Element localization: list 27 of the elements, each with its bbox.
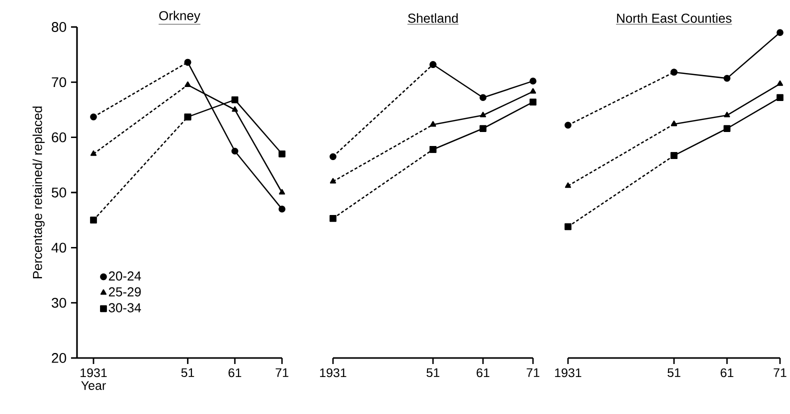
y-tick-label: 70 bbox=[52, 77, 66, 88]
x-tick-label: 51 bbox=[668, 368, 680, 378]
x-tick-label: 71 bbox=[774, 368, 786, 377]
x-tick-label: 61 bbox=[476, 368, 490, 378]
x-axis-title: Year bbox=[81, 381, 106, 390]
y-tick-label: 20 bbox=[52, 353, 66, 363]
x-tick-label: 1931 bbox=[320, 368, 346, 378]
x-tick-label: 51 bbox=[181, 368, 194, 378]
x-tick-label: 61 bbox=[228, 368, 242, 378]
y-tick-label: 40 bbox=[51, 242, 66, 253]
y-tick-label: 30 bbox=[52, 298, 66, 308]
x-tick-label: 1931 bbox=[555, 368, 582, 378]
x-tick-label: 71 bbox=[276, 368, 288, 377]
x-tick-label: 61 bbox=[720, 368, 734, 378]
x-tick-label: 71 bbox=[526, 368, 540, 377]
x-tick-label: 1931 bbox=[80, 368, 107, 378]
legend-label: 25-29 bbox=[108, 287, 141, 296]
y-tick-label: 60 bbox=[52, 132, 66, 142]
y-axis-title: Percentage retained/ replaced bbox=[32, 106, 45, 278]
y-tick-label: 50 bbox=[52, 188, 66, 198]
legend-label: 20-24 bbox=[108, 271, 142, 281]
chart-title: North East Counties bbox=[617, 13, 732, 23]
chart-title: Shetland bbox=[408, 13, 458, 23]
y-tick-label: 80 bbox=[52, 22, 66, 32]
x-tick-label: 51 bbox=[426, 368, 440, 378]
chart-title: Orkney bbox=[159, 10, 200, 23]
legend-label: 30-34 bbox=[108, 303, 142, 312]
